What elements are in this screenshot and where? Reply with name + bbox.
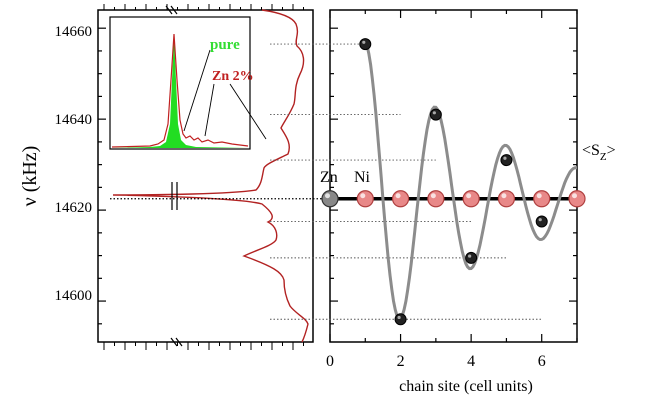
sz-point-highlight xyxy=(503,156,507,160)
inset-frame xyxy=(109,16,251,150)
ni-site xyxy=(533,190,551,208)
axis-break-bottom xyxy=(170,337,183,347)
y-tick-label-14600: 14600 xyxy=(55,288,93,304)
site-highlight xyxy=(430,193,436,199)
site-highlight xyxy=(501,193,507,199)
sz-point-highlight xyxy=(468,254,472,258)
sz-point xyxy=(429,108,442,121)
ni-site xyxy=(462,190,480,208)
sz-label: <SZ> xyxy=(582,142,616,163)
sz-point xyxy=(535,215,548,228)
inset-pointer-lines xyxy=(183,49,267,140)
right-panel-frame xyxy=(329,9,578,343)
central-line-marker xyxy=(171,182,178,210)
ni-site xyxy=(568,190,586,208)
sz-point xyxy=(359,38,372,51)
sz-point-highlight xyxy=(432,111,436,115)
site-label-zn: Zn xyxy=(320,169,338,186)
ni-site xyxy=(391,190,410,208)
sz-point xyxy=(394,313,407,326)
inset-zn-spectrum xyxy=(111,33,249,148)
right-x-tick-labels: 0 2 4 6 xyxy=(326,353,546,370)
zn-site xyxy=(321,190,339,208)
y-tick-label-14640: 14640 xyxy=(55,112,93,128)
chain-sites xyxy=(321,190,586,208)
axis-break-top xyxy=(165,5,178,15)
site-highlight xyxy=(395,193,401,199)
site-highlight xyxy=(360,193,366,199)
inset-label-zn: Zn 2% xyxy=(212,69,254,84)
site-highlight xyxy=(325,193,330,199)
y-tick-label-14660: 14660 xyxy=(55,24,93,40)
site-highlight xyxy=(572,193,577,199)
sz-point xyxy=(465,251,478,264)
y-tick-label-14620: 14620 xyxy=(55,200,93,216)
ni-site xyxy=(427,190,445,208)
left-panel-frame xyxy=(97,9,314,343)
sz-point-highlight xyxy=(538,218,542,222)
sz-oscillation-curve xyxy=(363,40,577,321)
sz-point-highlight xyxy=(397,315,401,320)
site-highlight xyxy=(466,193,472,199)
right-ticks xyxy=(329,10,578,342)
y-axis-label: ν (kHz) xyxy=(19,146,41,207)
x-tick-label: 2 xyxy=(397,353,405,370)
left-x-ticks xyxy=(103,4,304,350)
sz-points xyxy=(359,38,548,326)
inset-label-pure: pure xyxy=(210,37,240,53)
left-y-ticks xyxy=(98,27,106,325)
x-tick-label: 0 xyxy=(326,353,334,370)
site-highlight xyxy=(536,193,542,199)
ni-site xyxy=(356,190,374,208)
site-label-ni: Ni xyxy=(354,169,371,186)
x-axis-label: chain site (cell units) xyxy=(399,378,533,395)
x-tick-label: 4 xyxy=(467,353,475,370)
nmr-spectrum-line xyxy=(112,9,309,343)
sz-point-highlight xyxy=(362,40,366,44)
ni-site xyxy=(497,190,516,208)
sz-point xyxy=(500,154,513,167)
x-tick-label: 6 xyxy=(538,353,546,370)
